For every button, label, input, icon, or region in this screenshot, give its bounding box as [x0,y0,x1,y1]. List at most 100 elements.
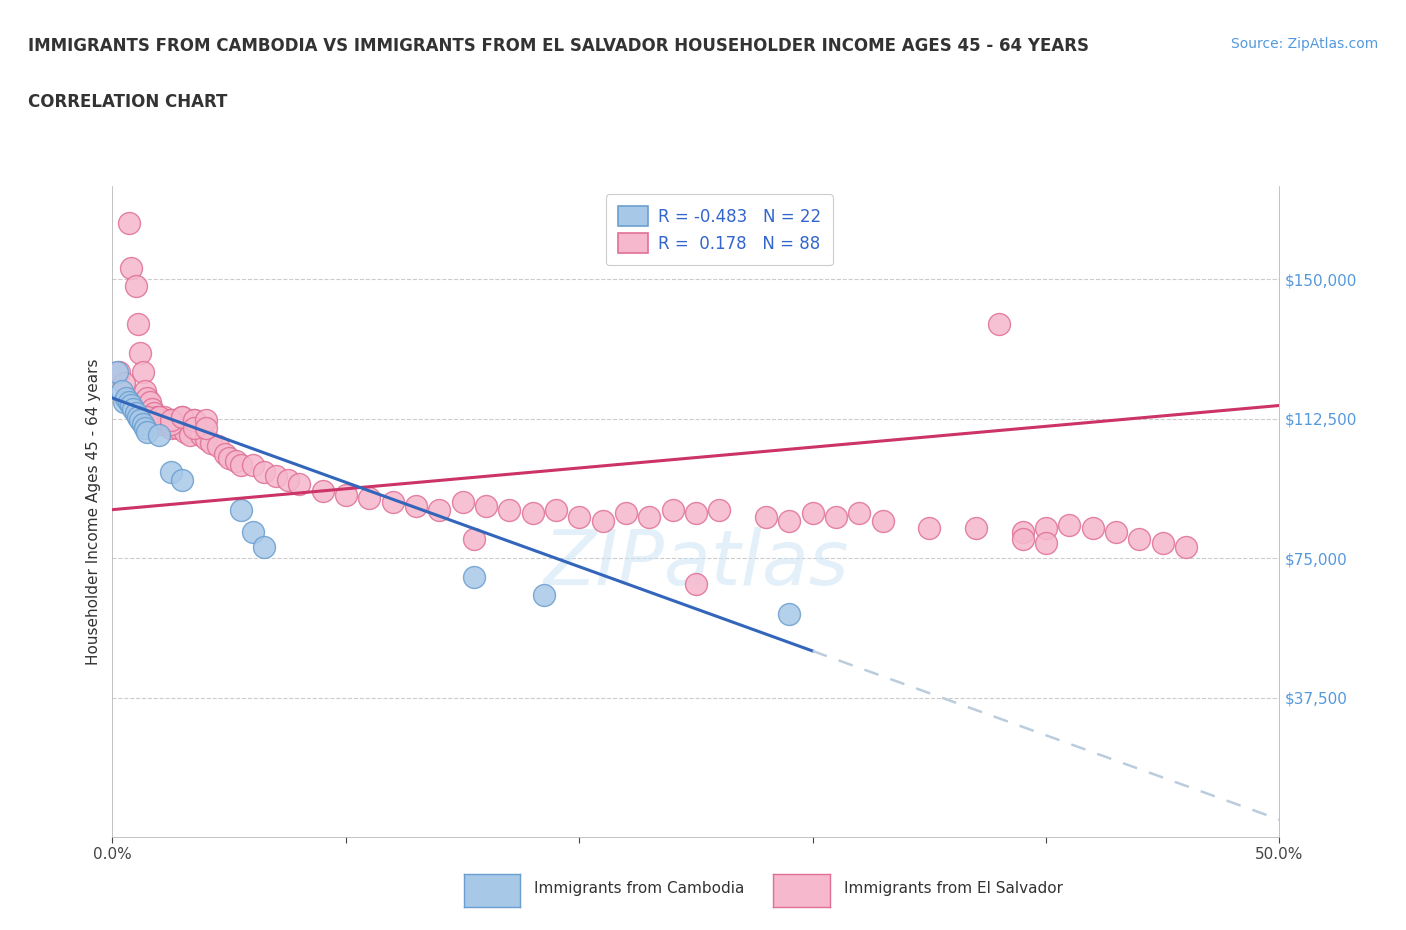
Point [183,420,205,435]
Point [214,446,236,461]
Point [118,394,141,409]
Point [918,521,941,536]
Point [1011,532,1033,547]
Text: ZIPatlas: ZIPatlas [543,526,849,601]
Point [1035,536,1057,551]
Point [105,365,128,379]
Point [112,376,135,391]
Point [118,216,141,231]
Point [129,346,152,361]
Point [207,439,229,454]
Point [166,420,188,435]
Point [661,502,683,517]
Point [120,260,142,275]
Legend: R = -0.483   N = 22, R =  0.178   N = 88: R = -0.483 N = 22, R = 0.178 N = 88 [606,194,832,265]
Point [1128,532,1150,547]
Point [136,424,159,439]
Point [160,420,183,435]
Point [186,420,208,435]
Point [359,491,381,506]
Point [463,532,485,547]
Point [194,432,217,446]
Point [225,454,247,469]
Point [172,409,194,424]
Point [172,472,194,487]
Text: CORRELATION CHART: CORRELATION CHART [28,93,228,111]
Point [148,428,170,443]
Y-axis label: Householder Income Ages 45 - 64 years: Householder Income Ages 45 - 64 years [86,358,101,665]
Point [405,498,427,513]
Point [132,417,155,432]
Point [1035,521,1057,536]
Point [242,525,264,539]
Point [988,316,1011,331]
Point [778,606,800,621]
Point [1059,517,1081,532]
Point [148,413,170,428]
Point [129,413,152,428]
Point [778,513,800,528]
Point [335,487,357,502]
Point [638,510,661,525]
Point [165,417,187,432]
Point [253,539,276,554]
Point [1175,539,1198,554]
Point [162,413,184,428]
Point [150,417,173,432]
Point [801,506,824,521]
Point [200,435,222,450]
Point [427,502,450,517]
Point [179,428,201,443]
Point [533,588,555,603]
Point [544,502,567,517]
Point [136,391,159,405]
Point [125,405,148,420]
Point [1152,536,1174,551]
Point [685,577,707,591]
Point [127,316,149,331]
Point [568,510,591,525]
Point [136,409,159,424]
Point [108,365,131,379]
Point [592,513,614,528]
Point [1105,525,1128,539]
Point [685,506,707,521]
Point [242,458,264,472]
Point [134,420,156,435]
Point [120,398,142,413]
Point [112,394,135,409]
Point [148,409,170,424]
Point [125,279,148,294]
Point [141,402,163,417]
Point [1081,521,1104,536]
Point [253,465,276,480]
Point [218,450,240,465]
Point [264,469,287,484]
Point [127,409,149,424]
Point [155,413,177,428]
Point [872,513,894,528]
Point [153,409,176,424]
Point [288,476,311,491]
Point [755,510,778,525]
Point [498,502,520,517]
Point [160,465,183,480]
Point [183,413,205,428]
Point [825,510,848,525]
Point [848,506,870,521]
Text: Immigrants from Cambodia: Immigrants from Cambodia [534,881,745,896]
Point [522,506,544,521]
Point [381,495,404,510]
Point [614,506,637,521]
Point [1011,525,1033,539]
Point [183,413,205,428]
Point [229,502,252,517]
Point [194,420,217,435]
Point [475,498,498,513]
Point [146,409,169,424]
Point [965,521,987,536]
Point [122,402,145,417]
Point [160,417,183,432]
Point [139,394,162,409]
Point [111,383,134,398]
